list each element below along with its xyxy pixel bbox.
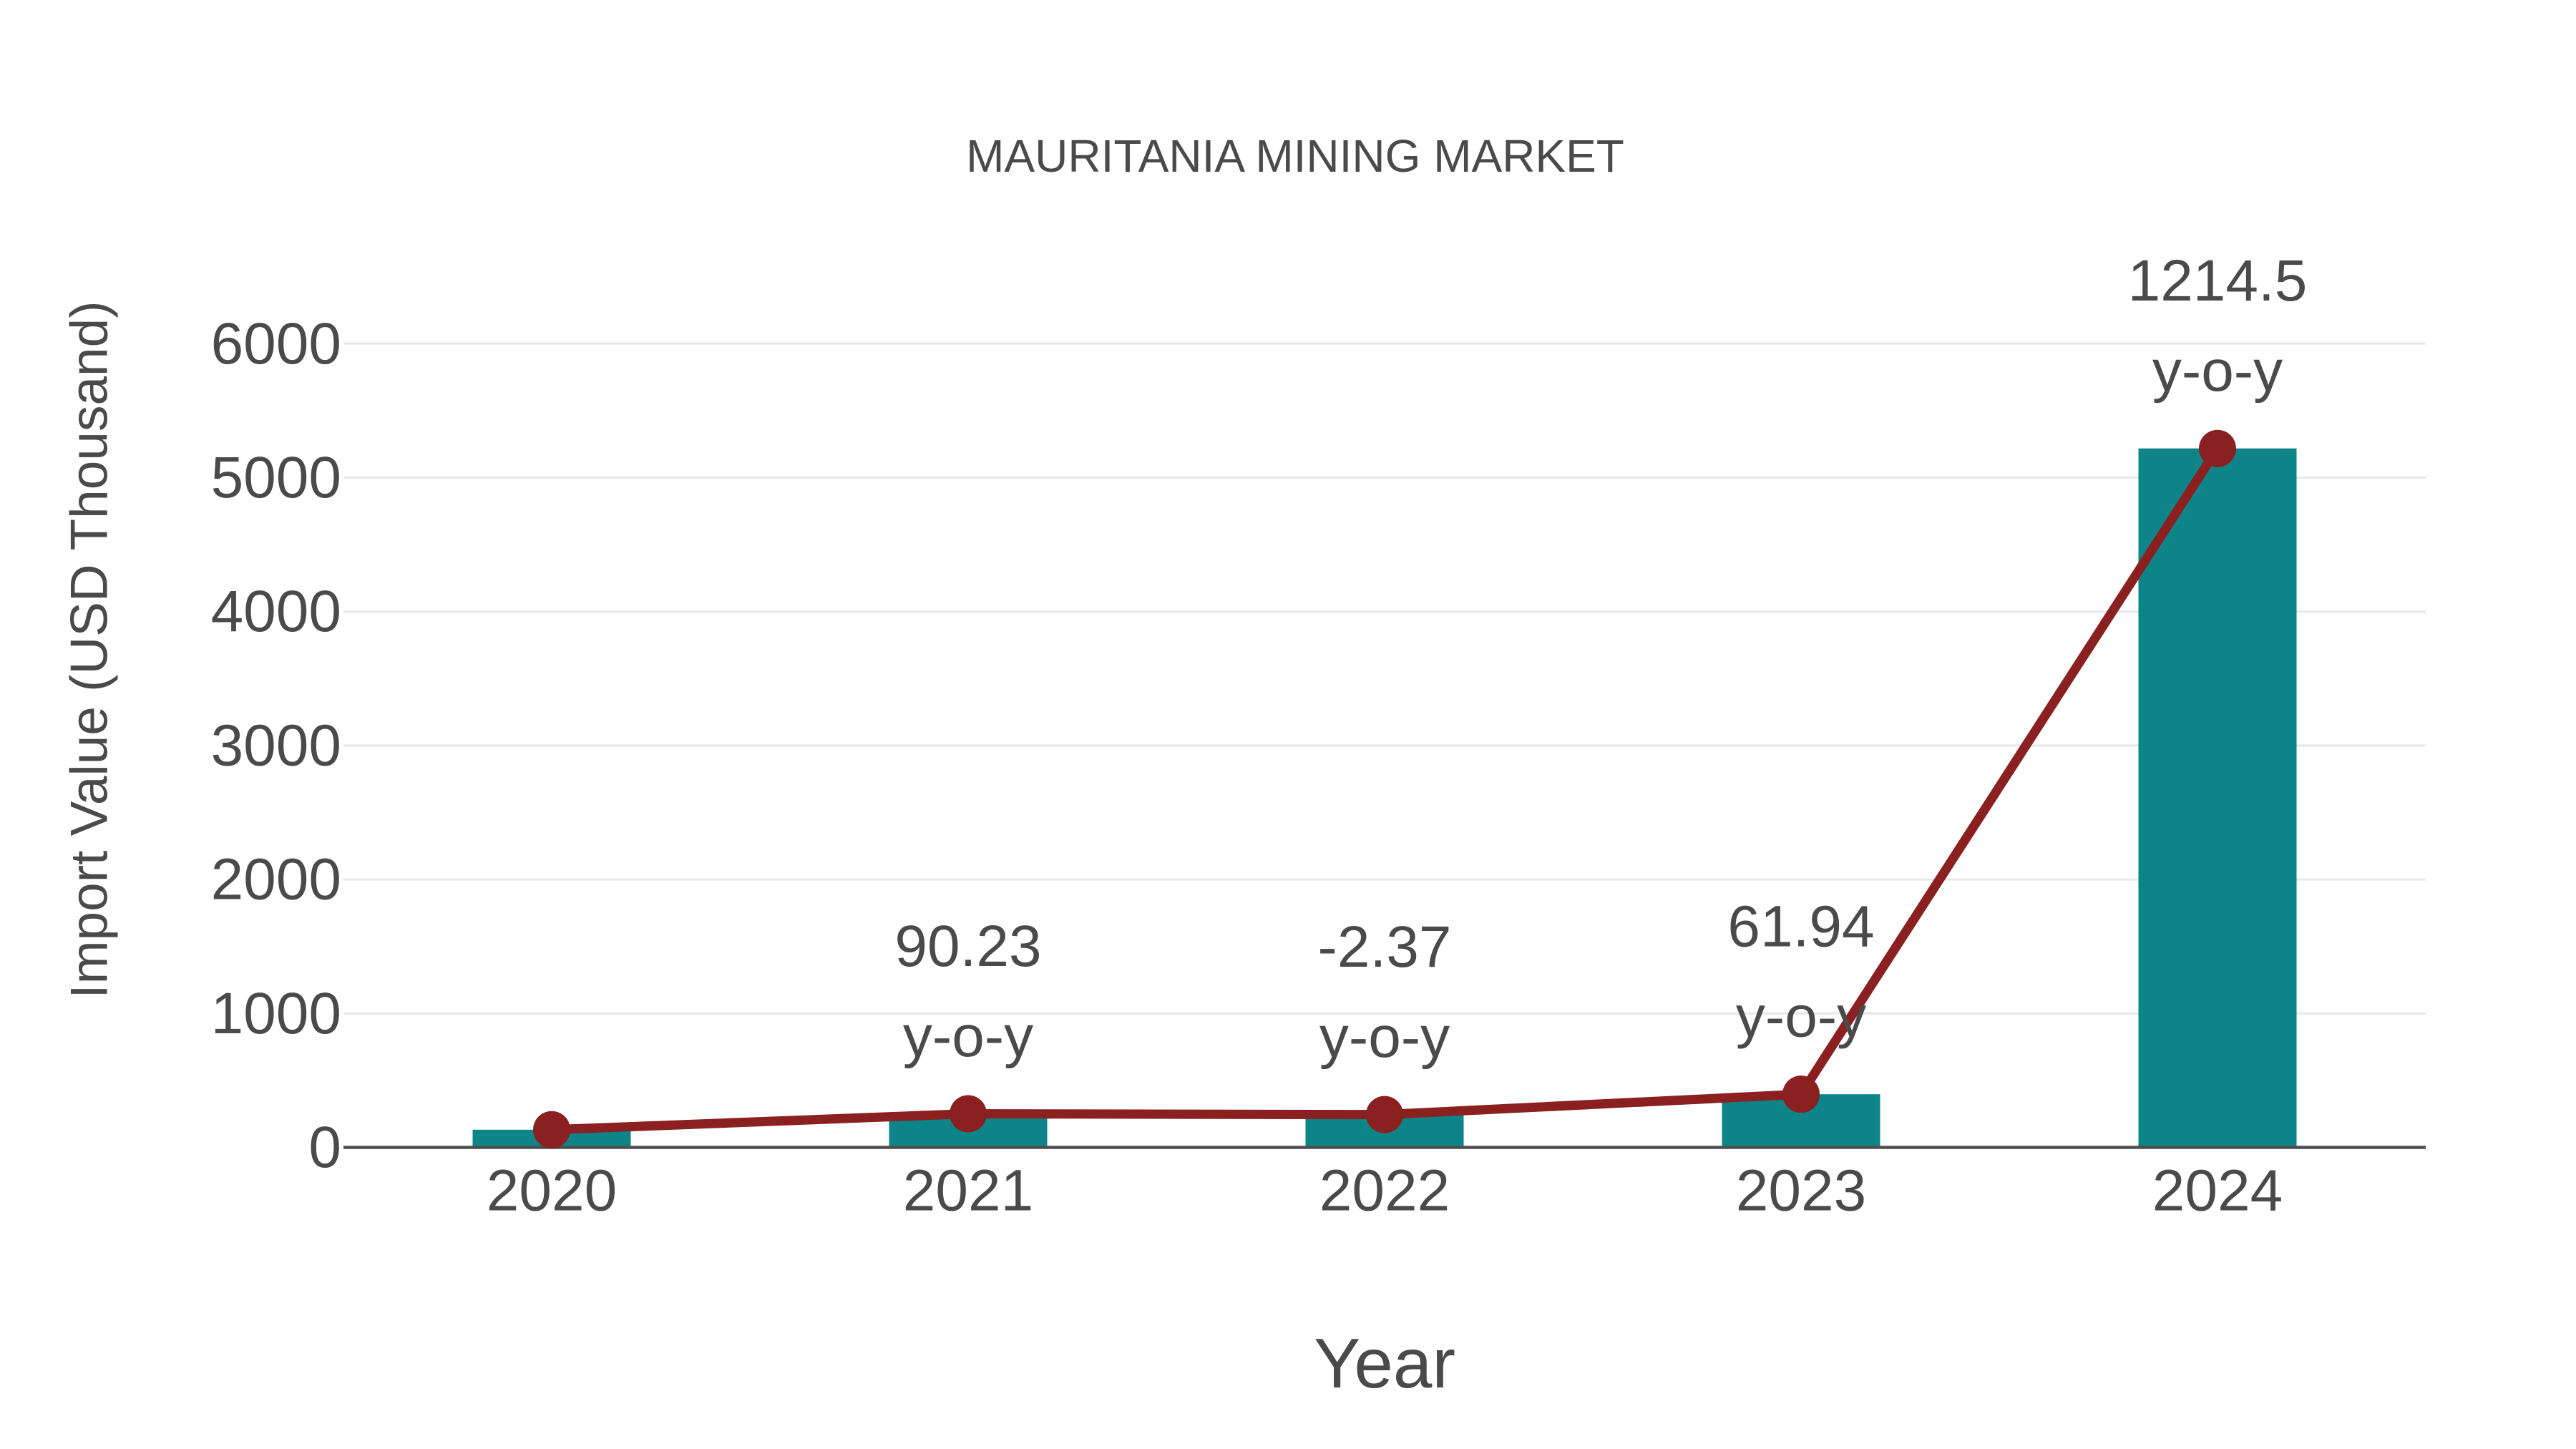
annotation-2022-unit: y-o-y [1319,1005,1450,1070]
annotation-2023-value: 61.94 [1727,894,1874,960]
trend-marker-2023 [1782,1075,1820,1113]
y-tick-label-4000: 4000 [211,579,341,644]
x-tick-label-2024: 2024 [2152,1158,2283,1224]
annotation-2024-value: 1214.5 [2128,248,2308,313]
trend-marker-2020 [533,1111,570,1148]
y-axis-title: Import Value (USD Thousand) [61,301,119,998]
annotation-2021-value: 90.23 [894,914,1041,979]
tick-labels-layer: 0 1000 2000 3000 4000 5000 6000 2020 2021 2022 202… [211,311,2283,1224]
annotation-2022-value: -2.37 [1318,914,1452,980]
trend-line-layer [533,429,2236,1148]
y-tick-label-5000: 5000 [211,445,341,510]
gridlines-layer [343,342,2426,1015]
trend-marker-2022 [1366,1096,1403,1133]
trend-marker-2021 [950,1095,987,1133]
x-axis-title: Year [1314,1324,1455,1402]
y-tick-label-3000: 3000 [211,713,341,778]
annotation-2021-unit: y-o-y [903,1004,1033,1069]
y-tick-label-1000: 1000 [211,981,341,1046]
trend-marker-2024 [2199,429,2236,467]
annotations-layer: 90.23 y-o-y -2.37 y-o-y 61.94 y-o-y 1214.5 y-o-… [894,248,2307,1070]
y-tick-label-2000: 2000 [211,847,341,912]
x-tick-label-2022: 2022 [1319,1158,1450,1224]
y-tick-label-0: 0 [308,1115,341,1180]
x-tick-label-2023: 2023 [1736,1158,1866,1224]
bar-2024 [2138,448,2297,1149]
y-tick-label-6000: 6000 [211,311,341,376]
annotation-2024-unit: y-o-y [2152,338,2283,404]
annotation-2023-unit: y-o-y [1736,985,1866,1050]
x-tick-label-2021: 2021 [903,1158,1033,1224]
x-tick-label-2020: 2020 [487,1158,617,1224]
chart-title: MAURITANIA MINING MARKET [966,130,1624,182]
